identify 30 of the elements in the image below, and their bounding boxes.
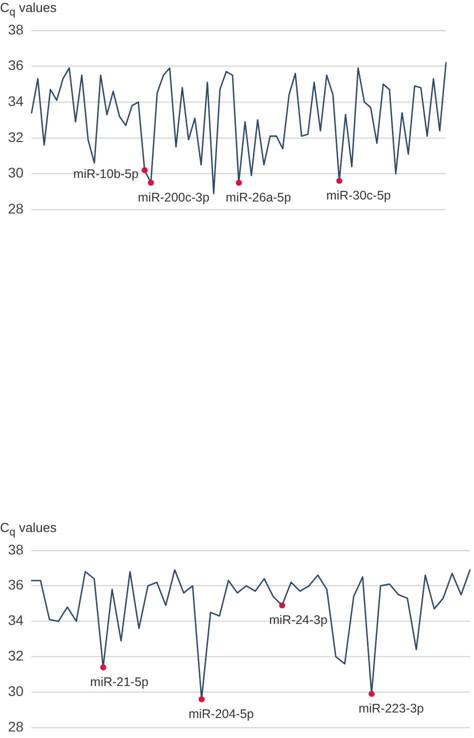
y-tick-label: 28 [8, 200, 24, 216]
point [100, 664, 106, 670]
point [336, 178, 342, 184]
y-tick-label: 32 [8, 648, 24, 664]
y-tick-label: 36 [8, 57, 24, 74]
data-label: miR-21-5p [90, 675, 149, 690]
data-label: miR-24-3p [269, 613, 328, 628]
y-tick-label: 28 [8, 718, 24, 734]
y-tick-label: 34 [8, 92, 24, 109]
data-label: miR-26a-5p [226, 190, 292, 204]
point [142, 167, 148, 174]
data-label: miR-204-5p [188, 706, 254, 721]
data-label: miR-223-3p [358, 702, 424, 716]
y-tick-label: 36 [8, 576, 24, 593]
y-tick-label: 30 [8, 164, 24, 181]
point [279, 602, 286, 608]
y-axis-title: C$_{q}$ values [0, 0, 57, 19]
data-label: miR-30c-5p [326, 188, 391, 203]
y-tick-label: 30 [8, 683, 24, 700]
data-label: miR-200c-3p [138, 190, 210, 204]
y-tick-label: 34 [8, 612, 24, 628]
y-tick-label: 32 [8, 128, 24, 145]
point [368, 690, 375, 697]
y-tick-label: 38 [8, 21, 24, 38]
point [148, 180, 154, 186]
y-tick-label: 38 [8, 541, 24, 558]
y-axis-title: C$_{q}$ values [0, 520, 57, 539]
point [236, 180, 242, 186]
point [198, 696, 205, 702]
data-label: miR-10b-5p [73, 166, 139, 181]
